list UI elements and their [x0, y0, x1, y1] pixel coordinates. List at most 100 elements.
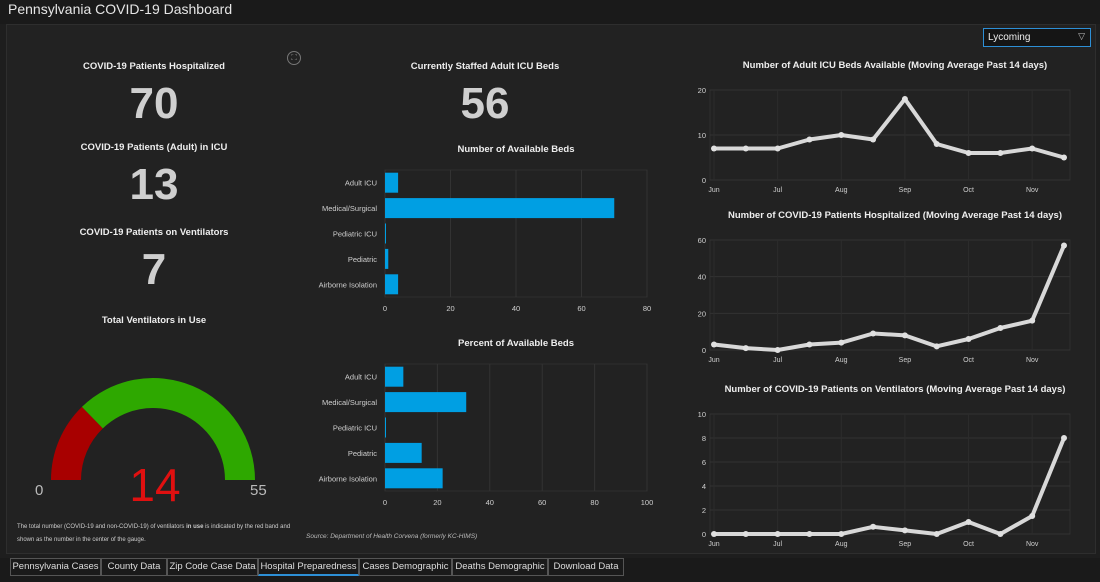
data-point [806, 531, 813, 537]
x-tick-label: Aug [835, 357, 848, 364]
y-tick-label: 2 [702, 506, 706, 515]
x-tick-label: Nov [1026, 541, 1039, 548]
data-point [1061, 154, 1067, 161]
x-tick-label: 80 [590, 498, 598, 507]
x-tick-label: Nov [1026, 357, 1039, 364]
data-point [1061, 242, 1067, 249]
chart-title: Number of Adult ICU Beds Available (Movi… [743, 60, 1047, 71]
x-tick-label: 60 [538, 498, 546, 507]
series-line [713, 244, 1066, 352]
bar [385, 366, 404, 387]
icu-value: 13 [129, 160, 179, 209]
chart-title: Number of Available Beds [457, 144, 574, 155]
x-tick-label: Jun [708, 541, 719, 548]
data-point [965, 150, 972, 156]
bar [385, 172, 399, 193]
bar [385, 392, 467, 413]
x-tick-label: 0 [383, 498, 387, 507]
data-point [870, 523, 877, 530]
data-point [997, 325, 1004, 331]
y-tick-label: 6 [702, 458, 706, 467]
hospitalized-value: 70 [129, 79, 179, 128]
tab-label: Zip Code Case Data [169, 561, 256, 572]
app-title: Pennsylvania COVID-19 Dashboard [8, 1, 233, 17]
gauge-max-label: 55 [250, 482, 267, 499]
x-tick-label: Oct [963, 357, 974, 364]
x-tick-label: Jul [773, 187, 782, 194]
x-tick-label: 80 [643, 304, 651, 313]
tab-zip-code-case-data[interactable]: Zip Code Case Data [167, 558, 258, 576]
data-point [1061, 435, 1067, 441]
series-line [714, 437, 1066, 536]
data-point [997, 150, 1004, 156]
chart-title: Number of COVID-19 Patients on Ventilato… [725, 384, 1066, 395]
bar [385, 468, 443, 489]
tab-label: Pennsylvania Cases [12, 561, 99, 572]
county-dropdown[interactable]: Lycoming ▽ [983, 28, 1091, 47]
y-tick-label: 4 [702, 482, 706, 491]
data-point [774, 347, 781, 353]
tab-cases-demographic[interactable]: Cases Demographic [359, 558, 452, 576]
data-point [870, 136, 877, 143]
data-point [901, 527, 908, 534]
y-tick-label: 0 [702, 530, 706, 539]
y-tick-label: Adult ICU [345, 373, 377, 382]
data-point [742, 531, 749, 537]
data-point [774, 531, 781, 537]
data-point [711, 145, 717, 152]
y-tick-label: 0 [702, 176, 706, 185]
chart-title: Percent of Available Beds [458, 338, 574, 349]
series-line [714, 97, 1065, 160]
y-tick-label: Pediatric [348, 255, 377, 264]
x-tick-label: Nov [1026, 187, 1039, 194]
available-beds-chart: Number of Available Beds 0 20 40 60 80 Adult I… [319, 144, 652, 313]
data-point [742, 145, 749, 152]
hospitalized-title: COVID-19 Patients Hospitalized [82, 61, 225, 72]
expand-icon[interactable]: ⛶ [287, 51, 301, 65]
y-tick-label: Pediatric ICU [333, 424, 377, 433]
y-tick-label: 20 [698, 86, 706, 95]
data-point [711, 341, 717, 348]
source-note: Source: Department of Health Corvena (fo… [306, 533, 478, 540]
x-tick-label: Aug [835, 541, 848, 548]
x-tick-label: 60 [577, 304, 585, 313]
tab-label: County Data [107, 561, 161, 572]
tab-download-data[interactable]: Download Data [548, 558, 624, 576]
county-dropdown-value: Lycoming [988, 32, 1031, 43]
gauge-value: 14 [129, 459, 181, 511]
tab-hospital-preparedness[interactable]: Hospital Preparedness [258, 558, 359, 576]
data-point [965, 336, 972, 342]
gauge-used-band [51, 406, 103, 480]
title-bar: Pennsylvania COVID-19 Dashboard [0, 0, 1100, 24]
y-tick-label: Adult ICU [345, 179, 377, 188]
data-point [1029, 145, 1036, 152]
staffed-icu-title: Currently Staffed Adult ICU Beds [410, 61, 560, 72]
tab-pennsylvania-cases[interactable]: Pennsylvania Cases [10, 558, 101, 576]
x-tick-label: 20 [433, 498, 441, 507]
y-tick-label: 0 [702, 346, 706, 355]
bar [385, 198, 615, 219]
tab-label: Deaths Demographic [455, 561, 545, 572]
y-tick-label: 20 [698, 309, 706, 318]
ventilators-value: 7 [141, 245, 167, 294]
y-tick-label: 10 [698, 410, 706, 419]
tab-bar: Pennsylvania Cases County Data Zip Code … [0, 558, 1100, 582]
data-point [997, 531, 1004, 537]
y-tick-label: Airborne Isolation [319, 280, 377, 289]
gauge-note-prefix: The total number (COVID-19 and non-COVID… [17, 524, 187, 530]
y-tick-label: 60 [698, 236, 706, 245]
y-tick-label: 8 [702, 434, 706, 443]
y-tick-label: 40 [698, 273, 706, 282]
gauge-remaining-band [81, 378, 255, 480]
x-tick-label: Oct [963, 541, 974, 548]
tab-deaths-demographic[interactable]: Deaths Demographic [452, 558, 548, 576]
icu-beds-line-chart: Number of Adult ICU Beds Available (Movi… [698, 60, 1071, 194]
x-tick-label: 40 [486, 498, 494, 507]
x-tick-label: 20 [446, 304, 454, 313]
x-tick-label: 0 [383, 304, 387, 313]
data-point [742, 345, 749, 352]
tab-county-data[interactable]: County Data [101, 558, 167, 576]
data-point [711, 531, 717, 537]
data-point [933, 343, 940, 350]
tab-label: Hospital Preparedness [260, 561, 357, 572]
